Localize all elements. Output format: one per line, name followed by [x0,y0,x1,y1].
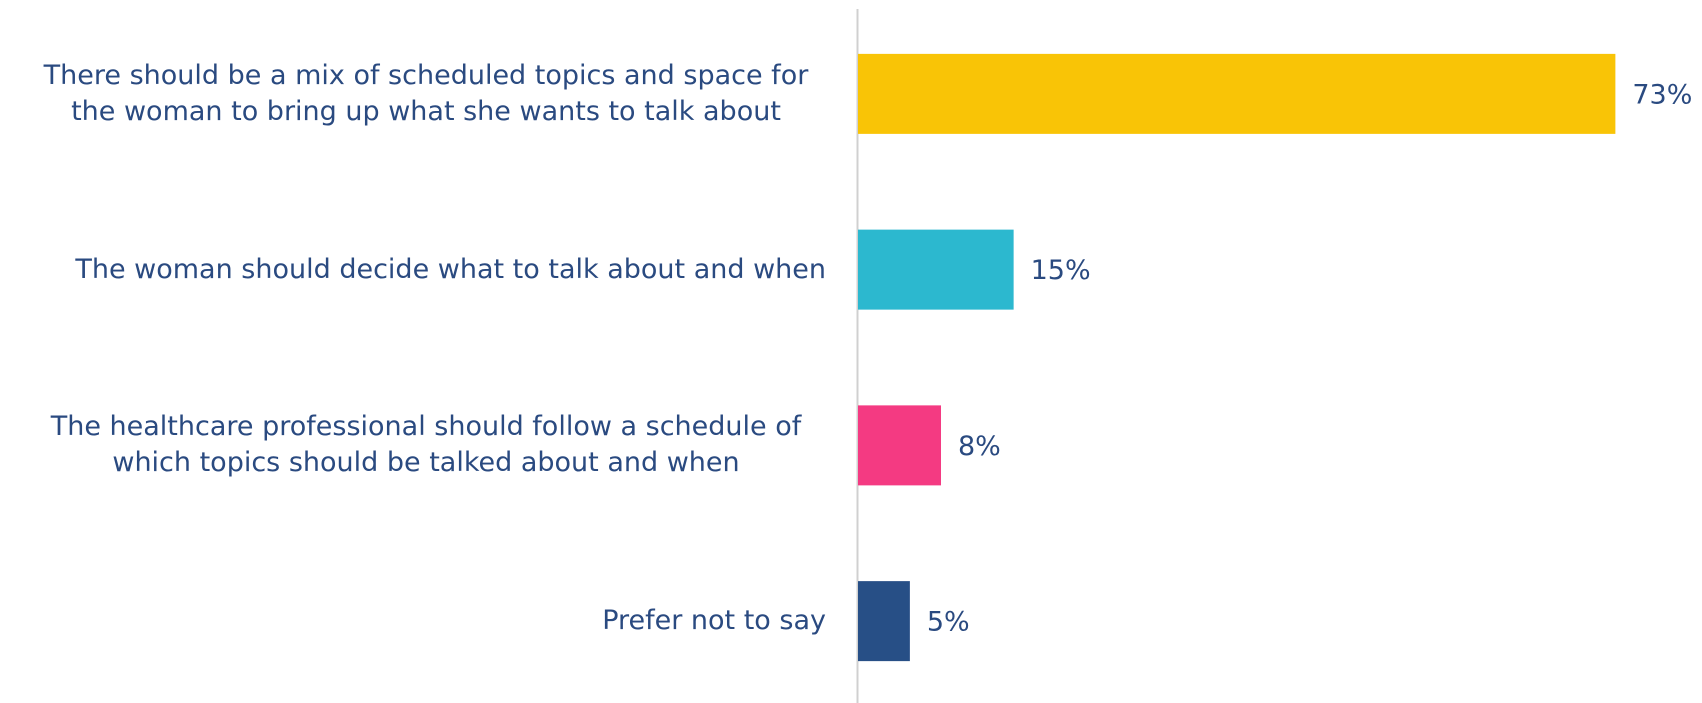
category-text: The healthcare professional should follo… [50,411,802,479]
category-label: Prefer not to say [6,603,826,639]
category-label: There should be a mix of scheduled topic… [6,58,826,130]
bar [858,405,941,486]
bar [858,229,1014,310]
category-text: Prefer not to say [602,605,826,637]
category-label: The woman should decide what to talk abo… [6,252,826,288]
bar [858,581,910,662]
category-text: There should be a mix of scheduled topic… [43,59,809,127]
value-label: 15% [1031,255,1091,286]
value-label: 5% [927,607,970,638]
value-label: 8% [958,431,1001,462]
category-text: The woman should decide what to talk abo… [75,253,826,285]
category-label: The healthcare professional should follo… [6,409,826,481]
bar [858,53,1616,134]
value-label: 73% [1632,79,1692,110]
